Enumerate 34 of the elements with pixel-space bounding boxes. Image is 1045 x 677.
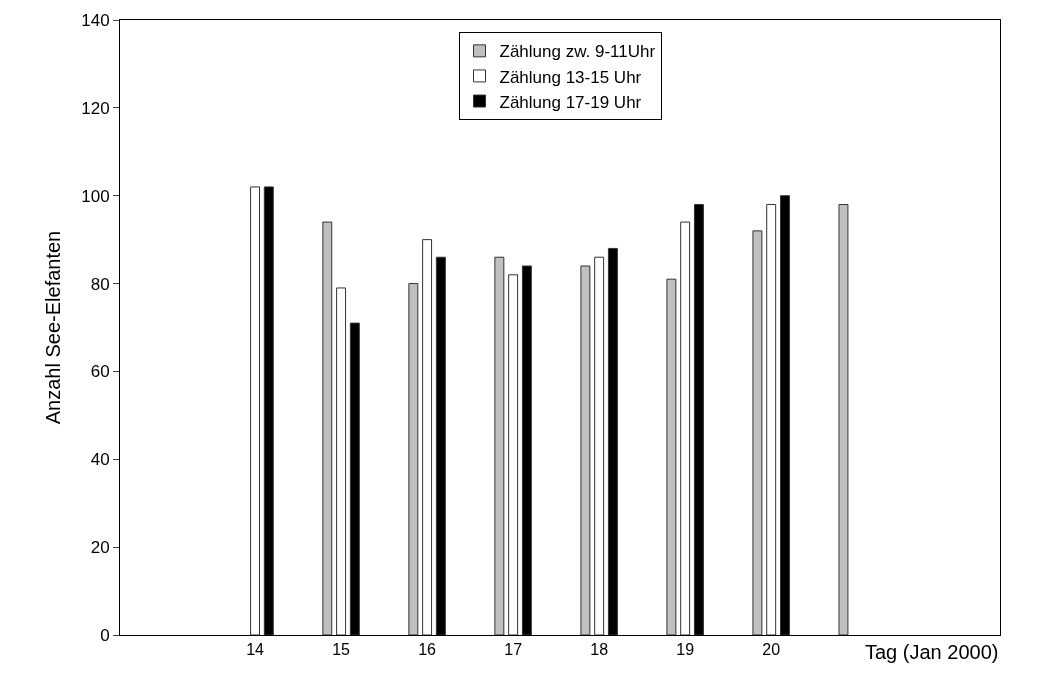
legend-label: Zählung 17-19 Uhr	[499, 92, 642, 112]
bar	[408, 283, 419, 635]
x-tick-label: 16	[418, 641, 437, 659]
x-tick-label: 15	[332, 641, 351, 659]
y-axis-title: Anzahl See-Elefanten	[41, 230, 64, 425]
bar	[666, 278, 677, 635]
x-tick-label: 14	[246, 641, 265, 659]
y-tick-label: 40	[90, 450, 110, 470]
bar	[838, 204, 849, 635]
y-tick-label: 60	[90, 362, 110, 382]
legend-label: Zählung 13-15 Uhr	[499, 67, 642, 87]
bar	[322, 221, 333, 635]
y-tick-label: 140	[81, 10, 110, 30]
x-tick-label: 20	[762, 641, 781, 659]
x-tick-label: 17	[504, 641, 523, 659]
y-tick-label: 80	[90, 274, 110, 294]
x-tick-label: 18	[590, 641, 609, 659]
bar	[752, 230, 763, 635]
bar	[680, 221, 691, 635]
y-tick-label: 0	[100, 625, 110, 645]
y-tick-label: 120	[81, 98, 110, 118]
bar	[494, 256, 505, 635]
bar	[422, 239, 433, 635]
y-tick-label: 100	[81, 186, 110, 206]
bar	[336, 287, 347, 635]
legend-label: Zählung zw. 9-11Uhr	[499, 42, 656, 62]
y-tick-label: 20	[90, 538, 110, 558]
bar	[508, 274, 519, 635]
bar	[580, 265, 591, 635]
x-axis-title: Tag (Jan 2000)	[865, 641, 999, 663]
bar	[250, 186, 261, 635]
bar	[766, 204, 777, 635]
x-tick-label: 19	[676, 641, 695, 659]
bar	[594, 256, 605, 635]
